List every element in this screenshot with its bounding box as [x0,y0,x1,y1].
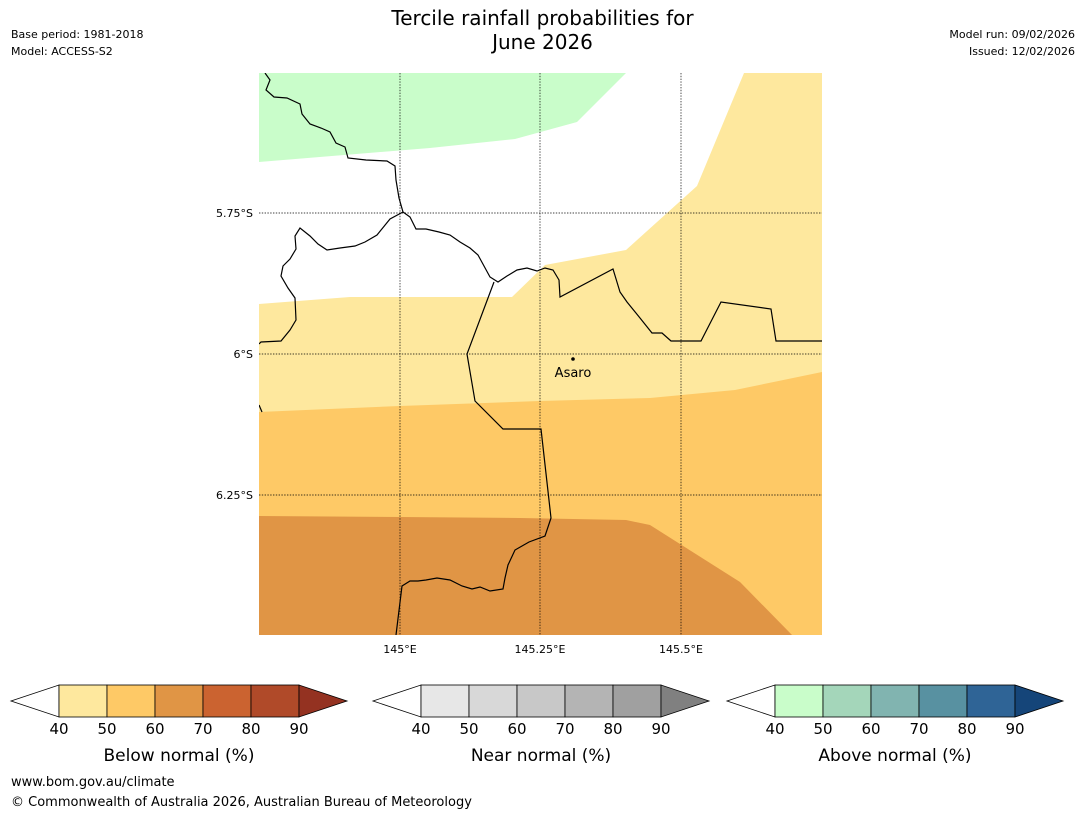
colorbar-max-triangle [660,684,711,718]
colorbar-tick-label: 60 [145,720,164,738]
model-name: Model: ACCESS-S2 [11,45,113,58]
colorbar-segment [774,684,824,718]
lat-label: 5.75°S [216,207,253,220]
colorbar-segment [516,684,566,718]
lon-label: 145°E [383,643,416,656]
colorbar-tick-label: 40 [765,720,784,738]
below-normal-60-70-region [259,516,792,635]
probability-regions [259,73,822,635]
latitude-labels: 5.75°S 6°S 6.25°S [216,207,253,502]
colorbar-segment [250,684,300,718]
lat-label: 6.25°S [216,489,253,502]
colorbar-min-triangle [725,684,776,718]
boundary-line [395,281,552,635]
colorbar-segment [918,684,968,718]
colorbar-tick-label: 60 [507,720,526,738]
near-normal-colorbar: 40 50 60 70 80 90 Near normal (%) [371,684,711,766]
model-run-date: Model run: 09/02/2026 [949,28,1075,41]
colorbar-tick-label: 50 [459,720,478,738]
colorbar-tick-label: 70 [555,720,574,738]
colorbar-segment [154,684,204,718]
colorbar-segment [870,684,920,718]
colorbar-tick-label: 40 [49,720,68,738]
colorbar-segment [58,684,108,718]
colorbar-tick-label: 80 [241,720,260,738]
issued-date: Issued: 12/02/2026 [968,45,1075,58]
colorbar-tick-label: 60 [861,720,880,738]
colorbar-tick-label: 70 [909,720,928,738]
below-normal-colorbar: 40 50 60 70 80 90 Below normal (%) [9,684,349,766]
colorbar-label: Near normal (%) [471,746,611,766]
colorbar-tick-label: 80 [603,720,622,738]
above-normal-region [259,73,626,162]
colorbar-label: Below normal (%) [104,746,255,766]
model-info: Base period: 1981-2018 Model: ACCESS-S2 [11,26,143,60]
colorbar-segment [468,684,518,718]
base-period: Base period: 1981-2018 [11,28,144,41]
boundary-line [259,404,263,413]
lon-label: 145.5°E [659,643,703,656]
colorbar-segment [420,684,470,718]
colorbar-tick-label: 50 [97,720,116,738]
colorbar-tick-label: 70 [193,720,212,738]
colorbar-min-triangle [9,684,60,718]
colorbar-segment [564,684,614,718]
colorbar-max-triangle [1014,684,1065,718]
colorbar-min-triangle [371,684,422,718]
lon-label: 145.25°E [515,643,566,656]
colorbar-max-triangle [298,684,349,718]
place-label: Asaro [555,366,592,381]
colorbar-tick-label: 40 [411,720,430,738]
footer-copyright: © Commonwealth of Australia 2026, Austra… [11,795,472,810]
colorbar-label: Above normal (%) [818,746,971,766]
colorbar-tick-label: 90 [651,720,670,738]
colorbar-tick-label: 90 [1005,720,1024,738]
colorbar-segment [966,684,1016,718]
title-line-2: June 2026 [492,30,593,54]
colorbar-tick-label: 80 [957,720,976,738]
title-line-1: Tercile rainfall probabilities for [391,6,694,30]
place-marker [571,357,575,361]
colorbar-segment [202,684,252,718]
colorbar-segment [822,684,872,718]
footer-url: www.bom.gov.au/climate [11,775,175,790]
run-info: Model run: 09/02/2026 Issued: 12/02/2026 [949,26,1075,60]
province-boundaries [259,73,822,635]
gridlines [259,73,822,635]
boundary-line [264,73,822,342]
above-normal-colorbar: 40 50 60 70 80 90 Above normal (%) [725,684,1065,766]
map-title: Tercile rainfall probabilities for June … [0,6,1085,54]
colorbar-legends: 40 50 60 70 80 90 Below normal (%) 40 50 60 70 80 90… [9,684,1065,766]
colorbar-tick-label: 90 [289,720,308,738]
colorbar-segment [106,684,156,718]
boundary-line [259,211,404,345]
colorbar-segment [612,684,662,718]
colorbar-tick-label: 50 [813,720,832,738]
lat-label: 6°S [234,348,253,361]
longitude-labels: 145°E 145.25°E 145.5°E [383,643,703,656]
